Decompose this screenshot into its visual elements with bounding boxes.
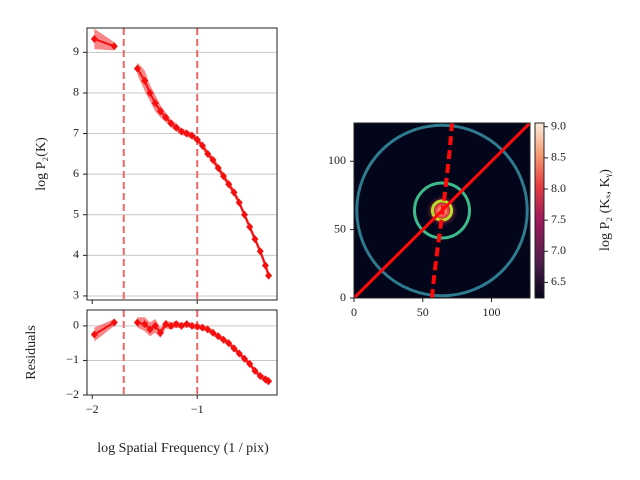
marker (240, 210, 248, 219)
y-tick-label: 50 (334, 221, 346, 235)
colorbar-tick-label: 8.0 (551, 181, 566, 195)
marker (204, 149, 212, 158)
axes-frame (86, 27, 278, 301)
marker (133, 318, 141, 327)
marker (133, 64, 141, 73)
marker (110, 318, 118, 327)
marker (198, 141, 206, 150)
x-tick-label: −2 (86, 402, 99, 416)
axes-frame (353, 122, 531, 299)
marker (141, 76, 149, 85)
y-tick-label: 100 (328, 153, 346, 167)
annulus (413, 181, 471, 240)
marker (198, 323, 206, 332)
marker (162, 320, 170, 329)
marker (172, 123, 180, 132)
marker (151, 321, 159, 330)
marker (230, 344, 238, 353)
y-axis-label: log P₂(K) (34, 137, 49, 191)
marker (90, 34, 98, 43)
x-axis-label: log Spatial Frequency (1 / pix) (97, 441, 269, 456)
annulus (355, 123, 529, 298)
marker (162, 113, 170, 122)
marker (214, 332, 222, 341)
marker (235, 349, 243, 358)
marker (265, 377, 273, 386)
colorbar-tick-label: 7.5 (551, 212, 566, 226)
marker (225, 180, 233, 189)
y-tick-label: 4 (73, 247, 79, 261)
marker (219, 335, 227, 344)
error-band (137, 317, 269, 386)
y-tick-label: 3 (73, 288, 79, 302)
marker (230, 188, 238, 197)
colorbar-tick-label: 9.0 (551, 118, 566, 132)
marker (110, 42, 118, 51)
marker (193, 322, 201, 331)
image-area (354, 123, 530, 298)
marker (177, 321, 185, 330)
y-tick-label: 5 (73, 206, 79, 220)
axes-frame (86, 309, 278, 396)
marker (167, 119, 175, 128)
y-tick-label: 6 (73, 166, 79, 180)
y-tick-label: 0 (73, 318, 79, 332)
marker (156, 107, 164, 116)
marker (156, 328, 164, 337)
marker (141, 320, 149, 329)
marker (188, 321, 196, 330)
x-tick-label: −1 (191, 402, 204, 416)
plots: 3 4 5 6 7 8 9 log P₂(K) −2 −1 0 −2 −1 Residuals log Sp… (24, 27, 613, 456)
marker (209, 328, 217, 337)
marker (146, 88, 154, 97)
y-tick-label: −2 (66, 387, 79, 401)
marker (265, 271, 273, 280)
marker (188, 131, 196, 140)
x-tick-label: 50 (417, 305, 429, 319)
marker (251, 366, 259, 375)
marker (246, 222, 254, 231)
marker (146, 325, 154, 334)
y-axis-label: Residuals (24, 325, 39, 379)
marker (240, 354, 248, 363)
marker (183, 320, 191, 329)
data-line (94, 38, 115, 48)
y-tick-label: 9 (73, 44, 79, 58)
y-tick-label: −1 (66, 352, 79, 366)
marker (177, 127, 185, 136)
marker (90, 330, 98, 339)
plot-area (87, 310, 277, 395)
x-tick-label: 0 (351, 305, 357, 319)
marker (167, 321, 175, 330)
plot-area (87, 28, 277, 300)
marker (246, 359, 254, 368)
marker (172, 320, 180, 329)
marker (261, 261, 269, 270)
marker (204, 325, 212, 334)
marker (235, 198, 243, 207)
colorbar-tick-label: 6.5 (551, 274, 566, 288)
y-tick-label: 0 (340, 290, 346, 304)
y-tick-label: 7 (73, 125, 79, 139)
marker (225, 339, 233, 348)
colorbar-label: log P₂ (Kₓ, Kᵧ) (598, 169, 613, 251)
data-line (93, 321, 115, 336)
marker (256, 371, 264, 380)
marker (256, 247, 264, 256)
marker (183, 129, 191, 138)
marker (251, 235, 259, 244)
colorbar-tick-label: 8.5 (551, 150, 566, 164)
colorbar (534, 122, 545, 299)
marker (214, 164, 222, 173)
y-tick-label: 8 (73, 85, 79, 99)
marker (193, 135, 201, 144)
colorbar-tick-label: 7.0 (551, 243, 566, 257)
marker (151, 99, 159, 108)
dashed-profile (430, 123, 454, 298)
marker (219, 172, 227, 181)
marker (209, 155, 217, 164)
x-tick-label: 100 (483, 305, 501, 319)
